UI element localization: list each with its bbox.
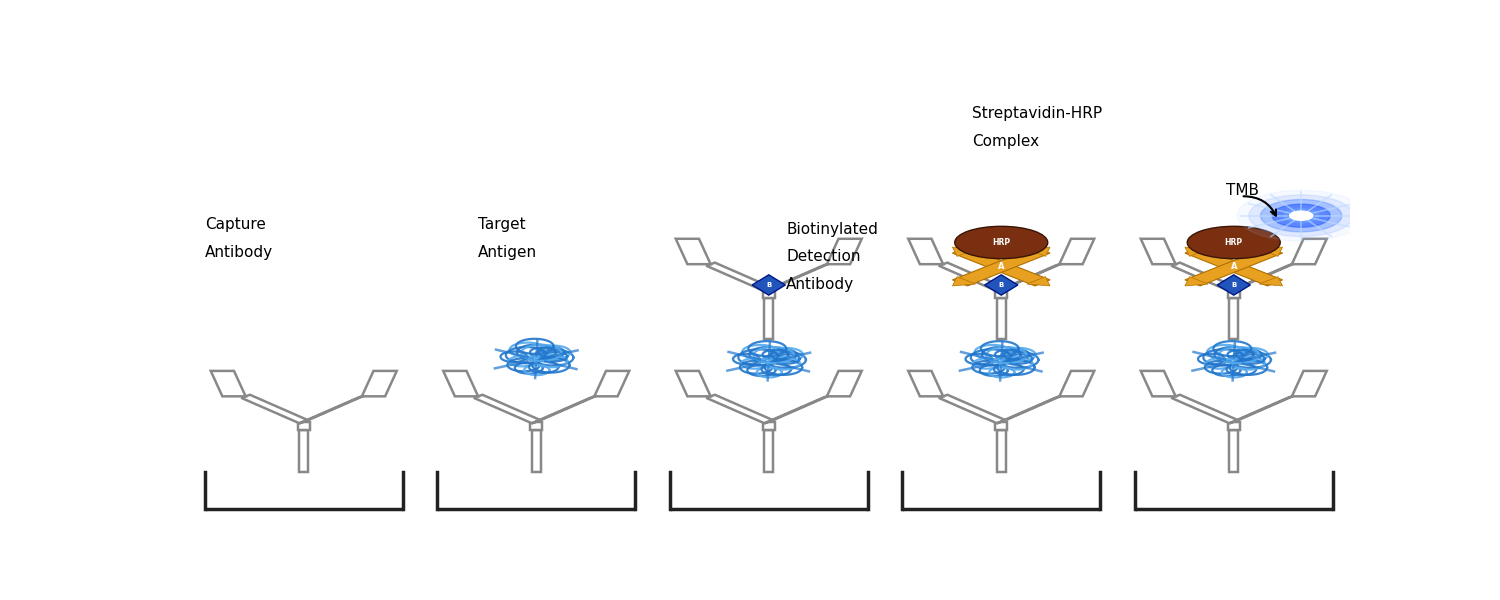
Bar: [531, 430, 542, 472]
Polygon shape: [1260, 247, 1282, 256]
Text: Antibody: Antibody: [206, 245, 273, 260]
Text: B: B: [999, 282, 1004, 288]
Polygon shape: [1140, 371, 1176, 397]
Polygon shape: [827, 371, 861, 397]
Circle shape: [1250, 195, 1353, 236]
Text: TMB: TMB: [1226, 183, 1258, 198]
Polygon shape: [444, 371, 478, 397]
Polygon shape: [1216, 275, 1251, 295]
Ellipse shape: [1188, 226, 1280, 259]
Polygon shape: [1140, 239, 1176, 264]
Bar: [1228, 298, 1239, 340]
Polygon shape: [939, 395, 1005, 423]
Polygon shape: [1059, 239, 1094, 264]
Bar: [764, 298, 774, 340]
Text: Target: Target: [478, 217, 525, 232]
Text: Capture: Capture: [206, 217, 266, 232]
Polygon shape: [675, 239, 711, 264]
Polygon shape: [1292, 371, 1326, 397]
Polygon shape: [242, 395, 308, 423]
Polygon shape: [1230, 263, 1296, 291]
Circle shape: [1272, 204, 1330, 227]
Polygon shape: [939, 263, 1005, 291]
Circle shape: [1290, 211, 1312, 220]
Polygon shape: [1185, 247, 1282, 286]
Bar: [531, 422, 542, 430]
Text: B: B: [766, 282, 771, 288]
Polygon shape: [594, 371, 630, 397]
Polygon shape: [765, 395, 831, 423]
Text: HRP: HRP: [1224, 238, 1244, 247]
Polygon shape: [1028, 277, 1050, 286]
Polygon shape: [998, 263, 1064, 291]
Polygon shape: [1059, 371, 1094, 397]
Polygon shape: [1028, 247, 1050, 256]
Circle shape: [1284, 209, 1318, 223]
Text: Detection: Detection: [786, 250, 861, 264]
Circle shape: [1238, 190, 1365, 241]
Polygon shape: [908, 239, 944, 264]
Text: Streptavidin-HRP: Streptavidin-HRP: [972, 106, 1102, 121]
Polygon shape: [675, 371, 711, 397]
Text: B: B: [1232, 282, 1236, 288]
Text: A: A: [1230, 262, 1238, 271]
Bar: [1228, 430, 1239, 472]
Text: Complex: Complex: [972, 134, 1040, 149]
Polygon shape: [706, 395, 772, 423]
Polygon shape: [706, 263, 772, 291]
Bar: [1228, 422, 1239, 430]
Polygon shape: [765, 263, 831, 291]
Polygon shape: [362, 371, 396, 397]
Bar: [996, 422, 1006, 430]
Text: Antibody: Antibody: [786, 277, 855, 292]
Polygon shape: [1172, 263, 1238, 291]
Bar: [996, 290, 1006, 298]
Polygon shape: [952, 247, 1050, 286]
Polygon shape: [1292, 239, 1326, 264]
Polygon shape: [908, 371, 944, 397]
Polygon shape: [952, 247, 975, 256]
Ellipse shape: [954, 226, 1047, 259]
Polygon shape: [952, 247, 1050, 286]
Text: HRP: HRP: [992, 238, 1011, 247]
Polygon shape: [474, 395, 540, 423]
Bar: [764, 430, 774, 472]
Bar: [298, 430, 309, 472]
Bar: [1228, 290, 1239, 298]
Polygon shape: [984, 275, 1018, 295]
Polygon shape: [827, 239, 861, 264]
Polygon shape: [1185, 247, 1282, 286]
Polygon shape: [1260, 277, 1282, 286]
Text: A: A: [998, 262, 1005, 271]
Bar: [764, 422, 774, 430]
Text: Antigen: Antigen: [478, 245, 537, 260]
Polygon shape: [1230, 395, 1296, 423]
Bar: [996, 430, 1006, 472]
Polygon shape: [998, 395, 1064, 423]
Bar: [298, 422, 309, 430]
Bar: [764, 290, 774, 298]
Circle shape: [1260, 200, 1342, 232]
Bar: [996, 298, 1006, 340]
Polygon shape: [1185, 277, 1208, 286]
Polygon shape: [752, 275, 786, 295]
Polygon shape: [532, 395, 598, 423]
Polygon shape: [210, 371, 246, 397]
Text: Biotinylated: Biotinylated: [786, 221, 877, 236]
Polygon shape: [1172, 395, 1238, 423]
Polygon shape: [952, 277, 975, 286]
Polygon shape: [1185, 247, 1208, 256]
Polygon shape: [300, 395, 366, 423]
